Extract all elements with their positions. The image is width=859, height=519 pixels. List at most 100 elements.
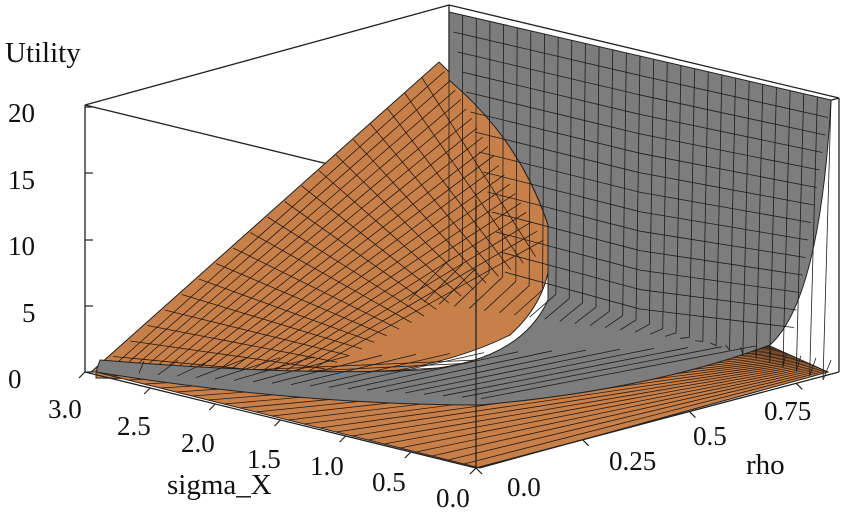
mesh-line <box>238 193 516 380</box>
mesh-line <box>271 354 383 384</box>
mesh-line <box>574 46 600 324</box>
y-tick-label: 0.0 <box>507 472 541 502</box>
mesh-line <box>228 183 511 379</box>
mesh-line <box>366 350 553 391</box>
mesh-line <box>589 49 614 327</box>
mesh-line <box>649 62 668 335</box>
y-tick-labels: 0.0 0.25 0.5 0.75 <box>507 396 811 502</box>
mesh-line <box>822 99 832 381</box>
mesh-line <box>782 90 791 368</box>
mesh-line <box>491 211 803 276</box>
mesh-line <box>469 24 504 309</box>
surface-gray <box>95 11 832 406</box>
z-tick-labels: 0 5 10 15 20 <box>8 98 36 394</box>
mesh-line <box>461 71 823 153</box>
mesh-line <box>453 21 491 307</box>
mesh-line <box>284 201 437 310</box>
z-tick-label: 15 <box>8 165 35 195</box>
mesh-line <box>457 51 826 136</box>
mesh-line <box>252 355 349 383</box>
mesh-line <box>335 154 474 290</box>
mesh-line <box>335 361 807 433</box>
mesh-line <box>710 74 723 347</box>
x-tick-mark <box>143 387 151 395</box>
mesh-line <box>423 15 464 303</box>
mesh-line <box>463 370 826 465</box>
mesh-line <box>415 367 819 453</box>
mesh-line <box>619 55 641 331</box>
mesh-line <box>328 352 485 388</box>
x-tick-label: 3.0 <box>48 394 82 424</box>
y-tick-label: 0.5 <box>693 421 727 451</box>
mesh-line <box>347 351 519 390</box>
mesh-line <box>461 346 723 398</box>
mesh-line <box>279 230 538 382</box>
z-tick-label: 5 <box>22 298 36 328</box>
mesh-line <box>695 71 709 342</box>
mesh-line <box>483 171 809 241</box>
x-tick-label: 1.0 <box>310 451 344 481</box>
mesh-line <box>484 27 518 312</box>
mesh-line <box>218 174 505 379</box>
x-tick-mark <box>78 371 86 379</box>
mesh-line <box>504 271 794 328</box>
y-tick-label: 0.25 <box>609 446 656 476</box>
mesh-line <box>318 170 462 297</box>
x-axis-title: sigma_X <box>167 469 272 501</box>
x-tick-mark <box>469 467 477 475</box>
mesh-line <box>478 151 812 223</box>
mesh-line <box>466 91 820 171</box>
mesh-line <box>214 357 281 380</box>
mesh-line <box>269 221 532 381</box>
mesh-line <box>740 81 750 355</box>
mesh-line <box>809 96 818 376</box>
mesh-line <box>207 165 500 378</box>
y-tick-mark <box>582 439 590 447</box>
mesh-line <box>351 362 809 437</box>
z-axis-title: Utility <box>5 37 81 69</box>
y-axis-line <box>475 371 840 469</box>
mesh-line <box>421 77 536 257</box>
x-tick-label: 2.5 <box>117 411 151 441</box>
mesh-line <box>399 366 816 449</box>
mesh-line <box>157 359 179 376</box>
mesh-line <box>289 240 543 382</box>
mesh-line <box>404 92 524 264</box>
mesh-line <box>385 349 587 392</box>
mesh-line <box>138 360 145 374</box>
mesh-line <box>233 356 315 381</box>
mesh-line <box>176 359 213 377</box>
mesh-line <box>258 212 527 381</box>
mesh-line <box>665 65 682 337</box>
mesh-line <box>442 347 689 397</box>
mesh-line <box>514 33 545 316</box>
mesh-line <box>309 353 451 387</box>
mesh-line <box>197 155 494 378</box>
mesh-line <box>499 30 532 314</box>
mesh-line <box>544 40 573 320</box>
mesh-line <box>604 52 627 329</box>
x-tick-label: 0.5 <box>372 467 406 497</box>
mesh-line <box>487 191 806 258</box>
mesh-line <box>195 358 247 378</box>
mesh-line <box>367 364 812 441</box>
tick-marks <box>78 106 803 475</box>
x-tick-mark <box>404 451 412 459</box>
mesh-line <box>352 139 487 284</box>
mesh-line <box>470 111 817 188</box>
mesh-line <box>559 43 586 322</box>
box-edge <box>84 4 450 106</box>
mesh-line <box>290 353 417 385</box>
x-tick-label: 0.0 <box>436 483 470 513</box>
mesh-line <box>496 231 800 293</box>
y-tick-mark <box>475 467 483 475</box>
mesh-line <box>453 31 829 118</box>
x-tick-mark <box>274 419 281 427</box>
mesh-line <box>404 348 621 394</box>
mesh-line <box>634 59 655 333</box>
mesh-line <box>431 368 821 457</box>
mesh-line <box>408 12 450 301</box>
y-axis-title: rho <box>746 449 785 481</box>
y-tick-mark <box>689 411 696 418</box>
